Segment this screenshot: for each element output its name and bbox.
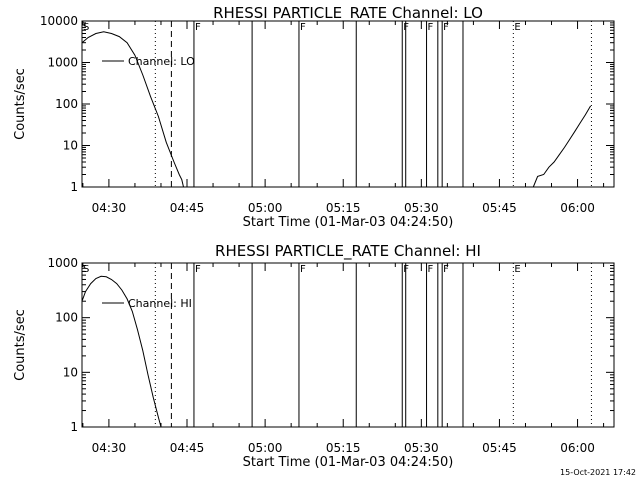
- event-marker-label: F: [403, 22, 409, 33]
- chart-title: RHESSI PARTICLE_RATE Channel: HI: [215, 242, 481, 261]
- x-tick-label: 05:15: [326, 201, 361, 215]
- legend-label: Channel: HI: [128, 297, 192, 310]
- event-marker-label: F: [195, 264, 201, 275]
- event-marker-label: E: [514, 22, 520, 33]
- event-marker-label: F: [403, 264, 409, 275]
- x-tick-label: 05:30: [404, 201, 439, 215]
- y-tick-label: 1000: [47, 256, 78, 270]
- event-marker-label: F: [428, 264, 434, 275]
- x-tick-label: 04:30: [92, 441, 127, 455]
- x-axis-label: Start Time (01-Mar-03 04:24:50): [243, 215, 454, 230]
- x-tick-label: 05:00: [248, 201, 283, 215]
- x-tick-label: 05:15: [326, 441, 361, 455]
- event-marker-label: F: [443, 264, 449, 275]
- event-marker-label: F: [428, 22, 434, 33]
- x-tick-label: 04:45: [170, 441, 205, 455]
- series-line: [532, 105, 592, 188]
- event-marker-label: F: [443, 22, 449, 33]
- x-tick-label: 04:45: [170, 201, 205, 215]
- panel-lo: RHESSI PARTICLE_RATE Channel: LO Counts/s…: [13, 4, 615, 230]
- x-tick-label: 06:00: [560, 441, 595, 455]
- y-tick-label: 10: [63, 365, 78, 379]
- y-axis-label: Counts/sec: [13, 68, 28, 140]
- event-marker-label: F: [300, 22, 306, 33]
- y-tick-label: 1: [70, 420, 78, 434]
- y-tick-label: 100: [55, 97, 78, 111]
- x-tick-label: 05:00: [248, 441, 283, 455]
- y-tick-label: 1000: [47, 56, 78, 70]
- event-marker-label: S: [83, 264, 89, 275]
- panel-hi: RHESSI PARTICLE_RATE Channel: HI Counts/s…: [13, 242, 615, 470]
- x-tick-label: 05:45: [482, 201, 517, 215]
- event-marker-label: S: [83, 22, 89, 33]
- legend-label: Channel: LO: [128, 55, 195, 68]
- x-tick-label: 06:00: [560, 201, 595, 215]
- y-axis-label: Counts/sec: [13, 309, 28, 381]
- x-tick-label: 04:30: [92, 201, 127, 215]
- series-line: [81, 275, 162, 428]
- y-tick-label: 10: [63, 139, 78, 153]
- chart-title: RHESSI PARTICLE_RATE Channel: LO: [213, 4, 483, 23]
- event-marker-label: F: [195, 22, 201, 33]
- event-marker-label: E: [514, 264, 520, 275]
- series-line: [81, 31, 184, 188]
- x-axis-label: Start Time (01-Mar-03 04:24:50): [243, 455, 454, 470]
- y-tick-label: 100: [55, 311, 78, 325]
- event-marker-label: F: [300, 264, 306, 275]
- x-tick-label: 05:45: [482, 441, 517, 455]
- y-tick-label: 1: [70, 180, 78, 194]
- plot-timestamp: 15-Oct-2021 17:42: [560, 468, 636, 477]
- x-tick-label: 05:30: [404, 441, 439, 455]
- y-tick-label: 10000: [40, 14, 78, 28]
